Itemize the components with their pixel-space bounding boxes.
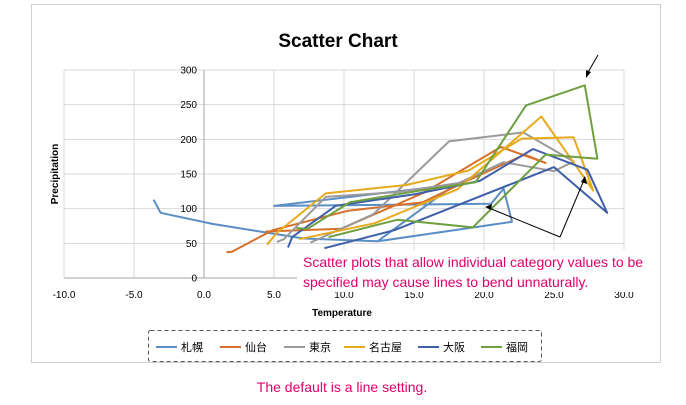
y-axis-title: Precipitation	[50, 144, 61, 205]
y-tick-label: 200	[180, 135, 197, 146]
x-axis-title: Temperature	[312, 308, 372, 319]
series-line-5	[287, 148, 609, 250]
y-tick-label: 300	[180, 66, 197, 77]
y-tick-label: 0	[191, 274, 197, 285]
annotation-line-1: Scatter plots that allow individual cate…	[303, 254, 643, 270]
legend-label-6: 福岡	[506, 340, 528, 354]
legend-label-4: 名古屋	[369, 340, 402, 354]
x-tick-label: 20.0	[474, 290, 494, 301]
arrow-left	[488, 207, 561, 238]
annotation-background	[297, 250, 655, 292]
arrow-top	[586, 54, 599, 75]
y-tick-label: 250	[180, 100, 197, 111]
legend-label-1: 札幌	[181, 340, 203, 354]
series-line-6	[296, 84, 599, 239]
legend-label-5: 大阪	[443, 340, 465, 354]
series-layer	[152, 84, 609, 254]
legend-label-3: 東京	[309, 340, 331, 354]
x-tick-label: 10.0	[334, 290, 354, 301]
y-tick-label: 50	[186, 239, 198, 250]
chart-title: Scatter Chart	[278, 31, 398, 52]
x-tick-label: 15.0	[404, 290, 424, 301]
x-tick-label: 25.0	[544, 290, 564, 301]
annotation-line-2: specified may cause lines to bend unnatu…	[303, 274, 588, 290]
legend-label-2: 仙台	[245, 340, 267, 354]
x-tick-label: -10.0	[53, 290, 76, 301]
chart-area-border	[31, 4, 661, 363]
x-tick-label: 30.0	[614, 290, 634, 301]
y-axis-ticks: 0 50 100 150 200 250 300	[180, 66, 197, 285]
arrow-right	[559, 179, 585, 238]
x-tick-label: -5.0	[125, 290, 143, 301]
footer-note: The default is a line setting.	[257, 379, 427, 395]
x-axis-ticks: -10.0 -5.0 0.0 5.0 10.0 15.0 20.0 25.0 30.0	[53, 290, 635, 301]
annotation-text: Scatter plots that allow individual cate…	[303, 254, 647, 290]
series-line-3	[276, 131, 575, 244]
x-tick-label: 5.0	[267, 290, 281, 301]
y-tick-label: 150	[180, 170, 197, 181]
legend: 札幌 仙台 東京 名古屋 大阪 福岡	[156, 340, 528, 354]
annotation: Scatter plots that allow individual cate…	[297, 54, 655, 292]
arrow-right-head	[581, 176, 587, 184]
y-tick-label: 100	[180, 204, 197, 215]
x-tick-label: 0.0	[197, 290, 211, 301]
arrow-top-head	[586, 70, 591, 78]
series-line-4	[266, 115, 595, 246]
series-line-2	[226, 146, 547, 254]
arrow-left-head	[485, 204, 492, 210]
